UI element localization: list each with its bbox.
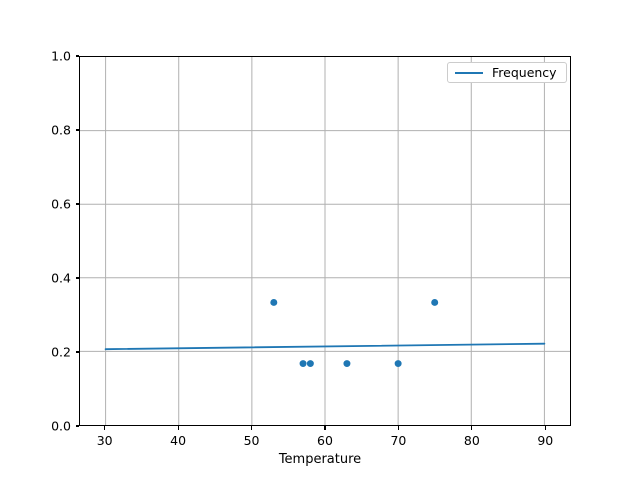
y-tick-mark	[75, 129, 79, 131]
scatter-point	[299, 360, 307, 368]
y-tick-label: 1.0	[51, 48, 71, 64]
legend-line-swatch	[455, 71, 483, 74]
y-tick-mark	[75, 277, 79, 279]
y-tick-mark	[75, 425, 79, 427]
x-tick-label: 30	[96, 433, 113, 448]
chart-legend: Frequency	[447, 62, 567, 83]
x-tick-label: 60	[317, 433, 333, 448]
gridlines	[80, 57, 570, 425]
x-tick-mark	[471, 426, 473, 430]
x-tick-label: 90	[537, 433, 554, 448]
line-frequency	[104, 342, 546, 351]
x-tick-mark	[324, 426, 326, 430]
x-tick-mark	[397, 426, 399, 430]
y-tick-label: 0.8	[51, 122, 71, 138]
x-tick-label: 80	[463, 433, 480, 448]
scatter-series-group	[270, 298, 439, 368]
x-tick-mark	[544, 426, 546, 430]
scatter-point	[306, 360, 314, 368]
y-tick-label: 0.6	[51, 196, 71, 212]
y-tick-label: 0.2	[51, 344, 71, 360]
x-tick-mark	[104, 426, 106, 430]
y-tick-mark	[75, 203, 79, 205]
scatter-point	[394, 360, 402, 368]
y-tick-mark	[75, 351, 79, 353]
x-tick-label: 40	[170, 433, 187, 448]
scatter-point	[343, 360, 351, 368]
x-tick-mark	[251, 426, 253, 430]
legend-label-frequency: Frequency	[492, 65, 557, 80]
y-tick-label: 0.4	[51, 270, 71, 286]
plot-area	[79, 56, 571, 426]
x-tick-label: 70	[390, 433, 407, 448]
scatter-point	[431, 298, 439, 306]
x-tick-mark	[177, 426, 179, 430]
y-tick-mark	[75, 55, 79, 57]
y-tick-label: 0.0	[51, 418, 71, 434]
scatter-point	[270, 298, 278, 306]
plot-canvas	[80, 57, 570, 425]
x-axis-title: Temperature	[278, 452, 362, 467]
x-tick-label: 50	[243, 433, 260, 448]
line-series-group	[104, 342, 546, 351]
